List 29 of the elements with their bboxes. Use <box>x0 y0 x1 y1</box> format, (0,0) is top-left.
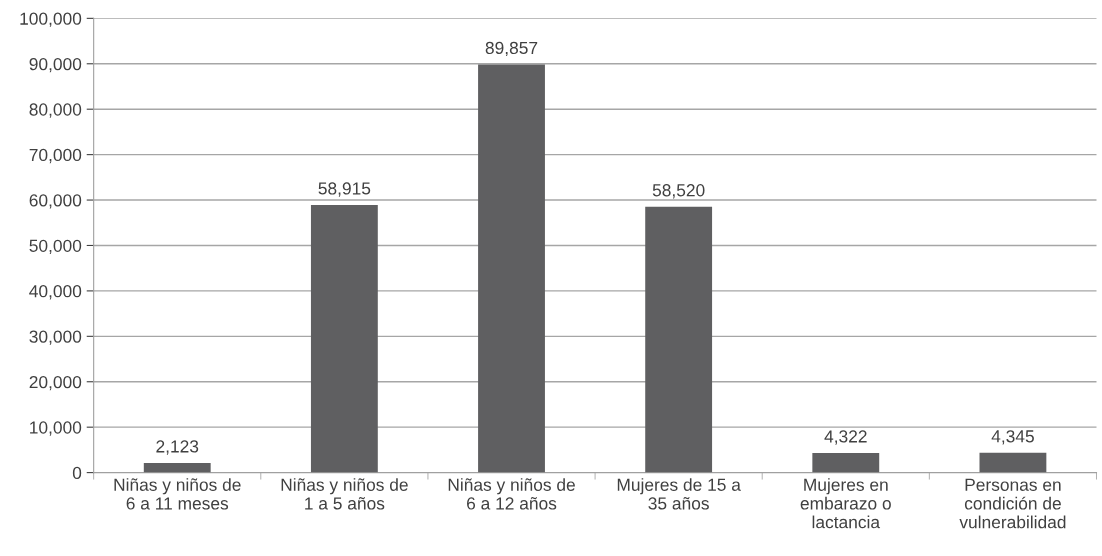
y-tick-label: 20,000 <box>29 375 82 391</box>
bar <box>478 64 545 473</box>
y-tick-label: 60,000 <box>29 194 82 209</box>
data-label: 58,520 <box>652 184 705 199</box>
y-tick-label: 70,000 <box>29 148 82 164</box>
bar <box>143 462 211 473</box>
bar <box>812 452 880 473</box>
x-tick-label: Mujeres en embarazo o lactancia <box>800 478 891 529</box>
data-label: 4,345 <box>991 430 1034 445</box>
x-tick-label: Personas en condición de vulnerabilidad <box>959 478 1066 529</box>
x-tick-label: Niñas y niños de 6 a 11 meses <box>114 478 241 510</box>
y-tick-label: 10,000 <box>30 421 82 436</box>
y-tick-label: 40,000 <box>29 285 82 300</box>
x-tick-label: Niñas y niños de 6 a 12 años <box>448 478 575 510</box>
y-tick-label: 100,000 <box>20 12 82 27</box>
y-tick-label: 30,000 <box>29 330 82 345</box>
bar <box>645 206 713 473</box>
bar <box>310 204 378 473</box>
y-tick-label: 90,000 <box>29 57 82 73</box>
data-label: 4,322 <box>824 430 867 445</box>
x-tick-label: Niñas y niños de 1 a 5 años <box>281 478 408 510</box>
x-tick-label: Mujeres de 15 a 35 años <box>617 478 741 510</box>
data-label: 89,857 <box>485 41 538 57</box>
y-tick-label: 50,000 <box>29 239 82 254</box>
y-tick-label: 80,000 <box>29 103 82 118</box>
y-tick-label: 0 <box>72 466 82 480</box>
bar <box>979 452 1047 473</box>
data-label: 58,915 <box>318 182 371 197</box>
data-label: 2,123 <box>156 440 199 455</box>
